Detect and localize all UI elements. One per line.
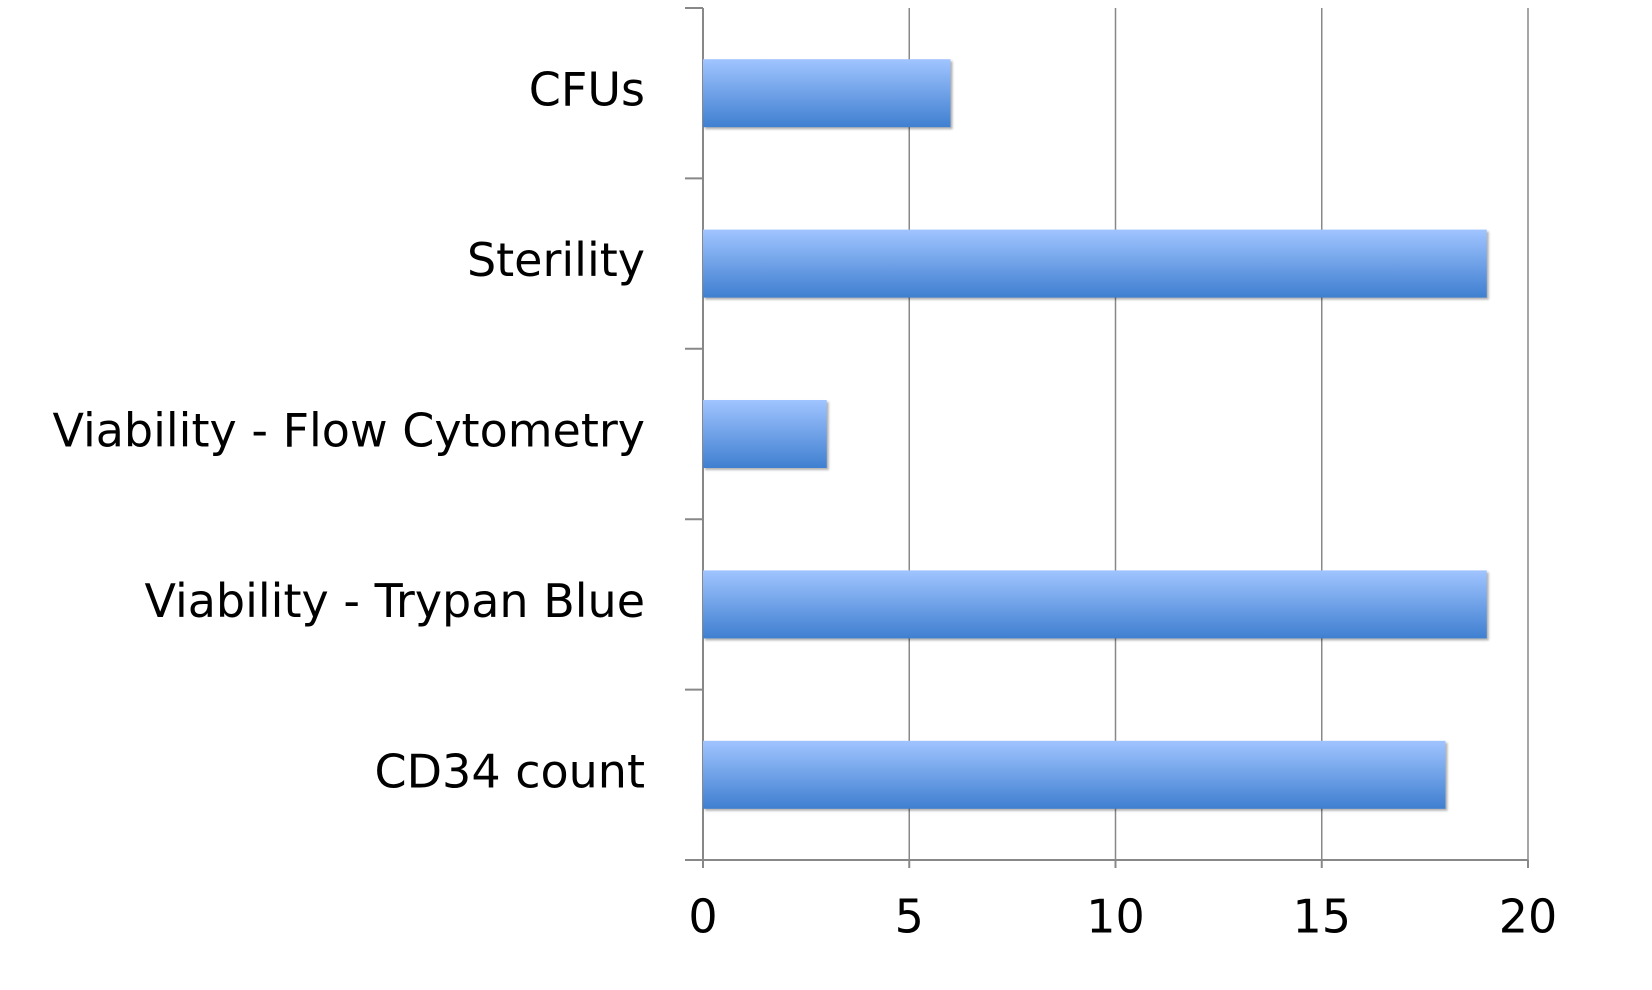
x-tick-label: 5 (895, 890, 924, 944)
bar (703, 400, 827, 468)
y-tick-label: CD34 count (375, 744, 645, 798)
y-tick-label: Sterility (467, 233, 645, 287)
y-tick-label: CFUs (529, 63, 645, 117)
y-tick-label: Viability - Flow Cytometry (53, 404, 646, 458)
x-tick-label: 15 (1292, 890, 1351, 944)
bar (703, 59, 951, 128)
bar (703, 229, 1487, 298)
bar (703, 740, 1446, 809)
x-tick-label: 20 (1499, 890, 1558, 944)
bar (703, 570, 1487, 639)
y-tick-label: Viability - Trypan Blue (145, 574, 646, 628)
x-tick-label: 0 (688, 890, 717, 944)
x-tick-label: 10 (1086, 890, 1145, 944)
